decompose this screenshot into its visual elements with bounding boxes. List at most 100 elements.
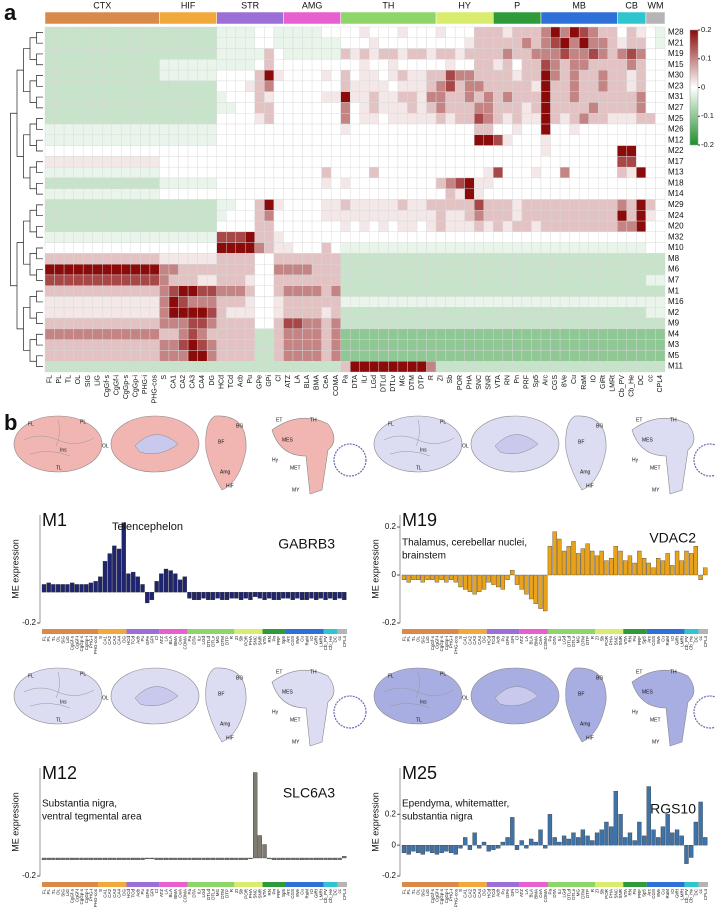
column-label: OL — [75, 375, 82, 384]
heatmap-cell — [369, 307, 380, 319]
x-tick-label: LGd — [201, 636, 206, 645]
dendrogram-link — [36, 290, 43, 303]
bar — [637, 550, 642, 576]
x-tick-label: CA4 — [477, 889, 482, 898]
heatmap-cell — [92, 113, 103, 125]
heatmap-cell — [273, 188, 284, 200]
x-tick-label: CeA — [178, 636, 183, 645]
heatmap-cell — [159, 339, 170, 351]
heatmap-cell — [454, 59, 465, 71]
heatmap-cell — [302, 328, 313, 340]
heatmap-cell — [273, 296, 284, 308]
heatmap-cell — [264, 59, 275, 71]
heatmap-cell — [140, 102, 151, 114]
heatmap-cell — [397, 361, 408, 373]
heatmap-cell — [540, 145, 551, 157]
heatmap-cell — [302, 307, 313, 319]
heatmap-cell — [302, 145, 313, 157]
heatmap-cell — [73, 37, 84, 49]
heatmap-cell — [445, 166, 456, 179]
bar — [323, 591, 328, 601]
heatmap-cell — [82, 113, 93, 125]
heatmap-cell — [245, 285, 256, 297]
heatmap-cell — [73, 210, 84, 222]
heatmap-cell — [226, 145, 236, 157]
group-label: HIF — [181, 0, 196, 10]
bar — [613, 790, 618, 846]
heatmap-cell — [483, 177, 494, 189]
bar — [328, 857, 333, 860]
heatmap-cell — [311, 134, 322, 146]
brain-region-label: FL — [28, 673, 34, 679]
heatmap-cell — [44, 350, 55, 362]
heatmap-cell — [311, 242, 322, 254]
brain-region-label: Ins — [420, 447, 427, 453]
heatmap-cell — [102, 220, 112, 233]
heatmap-cell — [254, 285, 265, 297]
heatmap-cell — [378, 242, 389, 254]
heatmap-cell — [512, 307, 523, 319]
bar — [684, 550, 689, 576]
heatmap-cell — [464, 220, 475, 233]
heatmap-cell — [340, 199, 351, 211]
heatmap-cell — [416, 145, 427, 157]
heatmap-cell — [416, 37, 427, 49]
x-tick-label: ZI — [595, 889, 600, 893]
bar — [46, 582, 51, 593]
heatmap-cell — [474, 156, 484, 168]
heatmap-cell — [302, 80, 313, 92]
heatmap-cell — [559, 296, 570, 308]
x-tick-label: GPe — [145, 636, 150, 646]
heatmap-cell — [359, 145, 370, 157]
bar — [46, 857, 51, 860]
heatmap-cell — [464, 253, 475, 265]
heatmap-cell — [311, 231, 322, 243]
heatmap-cell — [292, 188, 303, 200]
heatmap-cell — [359, 48, 370, 60]
x-tick-label: LGd — [562, 636, 567, 645]
heatmap-cell — [245, 253, 256, 265]
heatmap-cell — [569, 307, 580, 319]
heatmap-cell — [254, 123, 265, 136]
heatmap-cell — [168, 317, 179, 330]
heatmap-cell — [435, 263, 446, 276]
x-tick-label: PHG-i — [88, 636, 93, 648]
bar — [576, 553, 581, 576]
heatmap-cell — [578, 339, 589, 351]
heatmap-cell — [645, 177, 656, 189]
heatmap-cell — [63, 263, 74, 276]
heatmap-cell — [359, 156, 370, 168]
heatmap-cell — [350, 156, 360, 168]
x-tick-label: Acb — [135, 889, 140, 897]
heatmap-cell — [474, 263, 484, 276]
heatmap-cell — [82, 231, 93, 243]
heatmap-cell — [330, 199, 341, 211]
gene-label: GABRB3 — [278, 536, 335, 552]
heatmap-cell — [359, 285, 370, 297]
column-label: SIG — [85, 375, 92, 387]
bar — [163, 568, 169, 593]
x-tick-label: MG — [215, 636, 220, 644]
bar — [411, 574, 416, 580]
heatmap-cell — [474, 317, 484, 330]
x-tick-label: Pn — [632, 636, 637, 642]
heatmap-cell — [645, 156, 656, 168]
bar — [679, 835, 684, 846]
heatmap-cell — [350, 350, 360, 362]
heatmap-cell — [617, 285, 628, 297]
heatmap-cell — [359, 253, 370, 265]
heatmap-cell — [302, 339, 313, 351]
x-tick-label: SNR — [618, 888, 623, 898]
heatmap-cell — [187, 156, 198, 168]
heatmap-cell — [111, 296, 122, 308]
heatmap-cell — [388, 145, 399, 157]
x-tick-label: Sp5 — [642, 636, 647, 645]
x-tick-label: MG — [576, 636, 581, 644]
x-tick-label: Cl — [515, 889, 520, 893]
heatmap-cell — [588, 113, 599, 125]
heatmap-cell — [464, 123, 475, 136]
heatmap-cell — [264, 350, 275, 362]
heatmap-cell — [550, 263, 561, 276]
heatmap-cell — [92, 102, 103, 114]
heatmap-cell — [264, 91, 275, 103]
